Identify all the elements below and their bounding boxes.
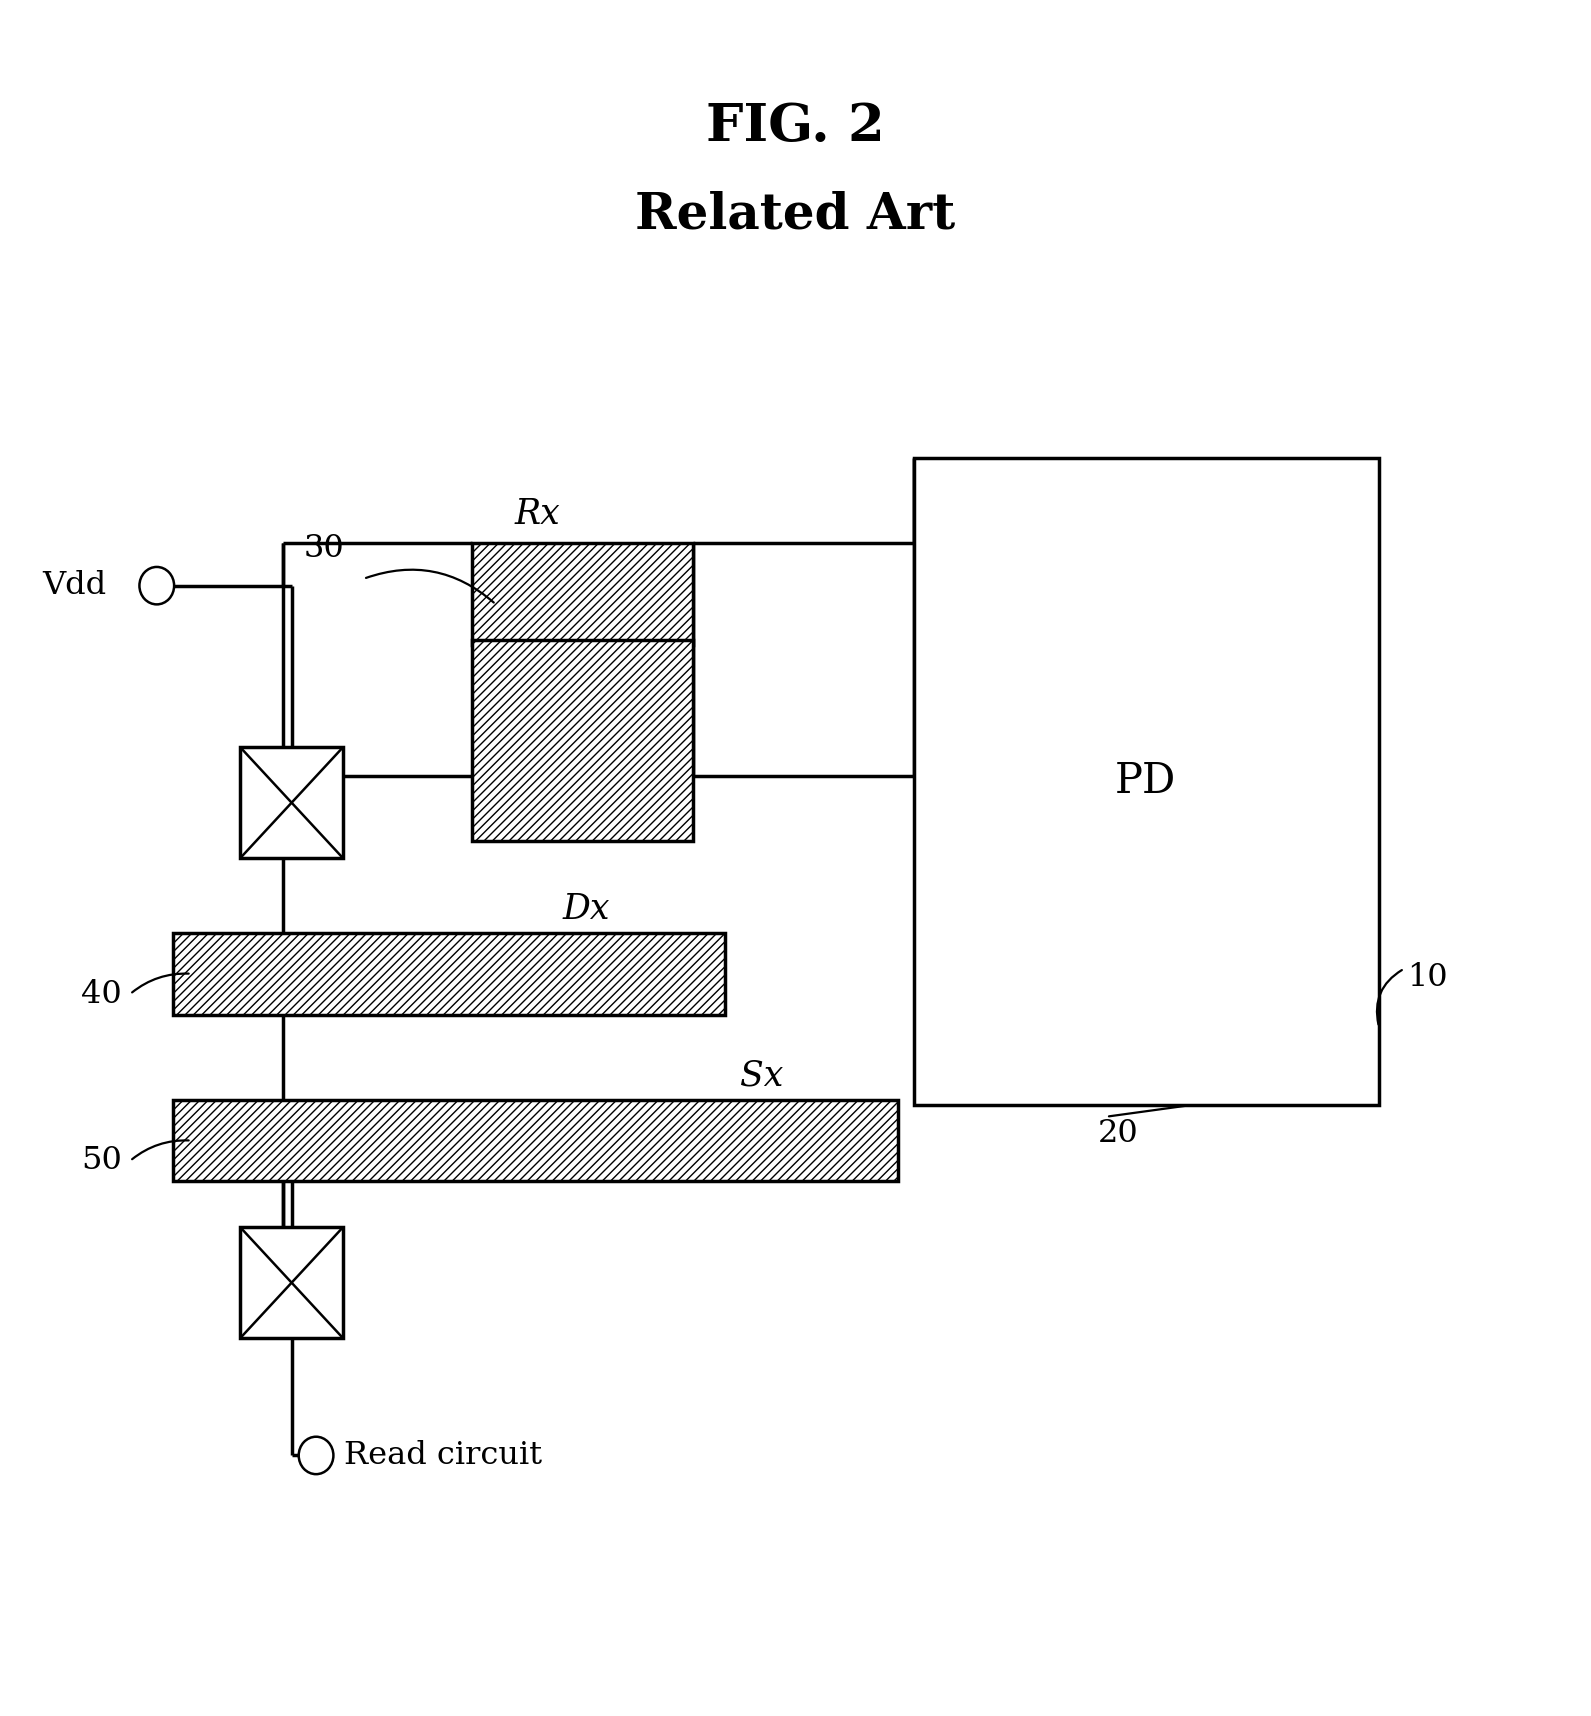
Text: Sx: Sx (740, 1059, 784, 1093)
Text: 10: 10 (1408, 961, 1448, 992)
Bar (172, 934, 724, 1014)
Bar (473, 640, 694, 841)
Text: Related Art: Related Art (635, 190, 956, 239)
Text: PD: PD (1115, 760, 1176, 803)
Bar (913, 458, 1379, 1105)
Bar (240, 748, 344, 858)
Text: 40: 40 (81, 978, 123, 1009)
Circle shape (299, 1436, 334, 1474)
Text: Dx: Dx (562, 892, 609, 927)
Text: Rx: Rx (515, 498, 560, 532)
Bar (240, 1227, 344, 1338)
Text: 20: 20 (1098, 1119, 1139, 1150)
Bar (172, 1100, 897, 1181)
Text: FIG. 2: FIG. 2 (706, 101, 885, 151)
Text: Vdd: Vdd (43, 570, 107, 601)
Circle shape (140, 566, 173, 604)
Text: Read circuit: Read circuit (344, 1440, 543, 1471)
Bar (473, 542, 694, 645)
Text: 30: 30 (304, 532, 344, 565)
Text: 50: 50 (81, 1146, 123, 1177)
